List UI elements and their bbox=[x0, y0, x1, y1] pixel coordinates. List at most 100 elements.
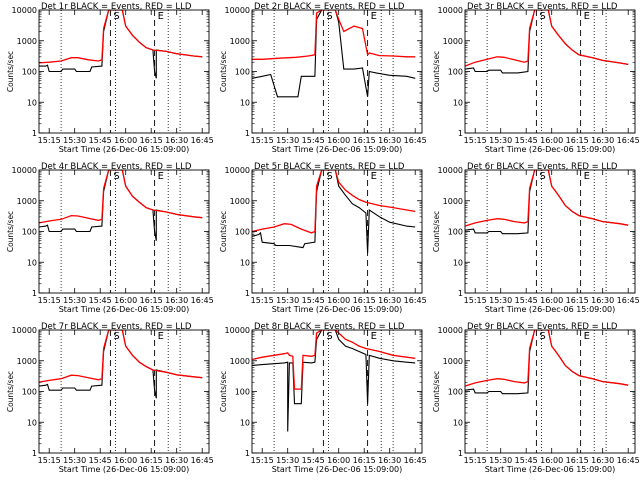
x-tick-label: 16:15 bbox=[140, 296, 163, 305]
x-tick-label: 16:00 bbox=[327, 296, 350, 305]
x-tick-label: 16:45 bbox=[617, 296, 640, 305]
x-tick-label: 16:30 bbox=[591, 296, 614, 305]
x-tick-label: 16:15 bbox=[566, 296, 589, 305]
series-lld-line bbox=[39, 10, 203, 64]
x-tick-label: 16:00 bbox=[114, 136, 137, 145]
marker-s: S bbox=[326, 171, 332, 182]
y-axis-label: Counts/sec bbox=[432, 211, 441, 252]
x-tick-label: 16:45 bbox=[191, 136, 214, 145]
y-tick-label: 10 bbox=[240, 98, 250, 107]
y-tick-label: 1 bbox=[245, 449, 250, 458]
y-tick-label: 100 bbox=[235, 228, 250, 237]
x-tick-label: 15:30 bbox=[276, 296, 299, 305]
axes-box bbox=[251, 329, 423, 454]
y-tick-label: 1 bbox=[458, 289, 463, 298]
series-lld-line bbox=[465, 10, 629, 67]
y-tick-label: 100 bbox=[235, 68, 250, 77]
x-tick-label: 16:30 bbox=[591, 456, 614, 465]
y-tick-label: 1 bbox=[245, 289, 250, 298]
series-lld-line bbox=[465, 170, 629, 227]
x-tick-label: 16:15 bbox=[140, 456, 163, 465]
x-axis-label: Start Time (26-Dec-06 15:09:00) bbox=[272, 145, 403, 154]
y-axis-label: Counts/sec bbox=[6, 51, 15, 92]
series-events-line bbox=[252, 10, 416, 98]
series-lld-line bbox=[252, 170, 416, 234]
series-lld-line bbox=[465, 330, 629, 387]
marker-s: S bbox=[113, 331, 119, 342]
x-tick-label: 15:15 bbox=[464, 136, 487, 145]
y-tick-label: 10000 bbox=[225, 6, 250, 15]
x-tick-label: 15:30 bbox=[276, 136, 299, 145]
series-lld-line bbox=[39, 330, 203, 383]
series-events-line bbox=[252, 170, 416, 254]
x-axis-label: Start Time (26-Dec-06 15:09:00) bbox=[59, 465, 190, 474]
x-tick-label: 16:45 bbox=[617, 456, 640, 465]
y-axis-label: Counts/sec bbox=[6, 211, 15, 252]
marker-s: S bbox=[326, 11, 332, 22]
y-tick-label: 10 bbox=[453, 258, 463, 267]
x-tick-label: 16:30 bbox=[378, 456, 401, 465]
x-tick-label: 15:45 bbox=[89, 136, 112, 145]
y-tick-label: 1 bbox=[245, 129, 250, 138]
x-axis-label: Start Time (26-Dec-06 15:09:00) bbox=[485, 465, 616, 474]
series-events-line bbox=[39, 330, 203, 399]
series-events-line bbox=[465, 330, 629, 395]
marker-e: E bbox=[371, 331, 377, 342]
x-tick-label: 15:30 bbox=[63, 456, 86, 465]
x-tick-label: 15:45 bbox=[89, 296, 112, 305]
x-axis-label: Start Time (26-Dec-06 15:09:00) bbox=[272, 305, 403, 314]
x-tick-label: 16:45 bbox=[404, 456, 427, 465]
y-axis-label: Counts/sec bbox=[219, 51, 228, 92]
y-tick-label: 10000 bbox=[438, 6, 463, 15]
y-tick-label: 10000 bbox=[438, 326, 463, 335]
x-tick-label: 16:45 bbox=[191, 456, 214, 465]
x-tick-label: 16:30 bbox=[165, 456, 188, 465]
x-tick-label: 16:45 bbox=[404, 296, 427, 305]
x-tick-label: 16:00 bbox=[114, 296, 137, 305]
x-tick-label: 16:30 bbox=[165, 136, 188, 145]
x-axis-label: Start Time (26-Dec-06 15:09:00) bbox=[59, 145, 190, 154]
panel-title: Det 2r BLACK = Events, RED = LLD bbox=[254, 2, 405, 12]
panel-title: Det 7r BLACK = Events, RED = LLD bbox=[41, 322, 192, 332]
y-tick-label: 100 bbox=[22, 388, 37, 397]
x-tick-label: 16:45 bbox=[191, 296, 214, 305]
marker-s: S bbox=[539, 331, 545, 342]
y-tick-label: 10 bbox=[240, 418, 250, 427]
series-events-line bbox=[465, 10, 629, 74]
x-tick-label: 16:30 bbox=[378, 296, 401, 305]
x-tick-label: 16:45 bbox=[404, 136, 427, 145]
x-tick-label: 15:15 bbox=[251, 296, 274, 305]
y-tick-label: 10000 bbox=[12, 6, 37, 15]
x-axis-label: Start Time (26-Dec-06 15:09:00) bbox=[272, 465, 403, 474]
x-tick-label: 15:30 bbox=[276, 456, 299, 465]
y-tick-label: 10000 bbox=[225, 326, 250, 335]
x-tick-label: 15:30 bbox=[63, 296, 86, 305]
y-tick-label: 1 bbox=[458, 129, 463, 138]
axes-box bbox=[464, 9, 636, 134]
x-tick-label: 15:30 bbox=[489, 136, 512, 145]
marker-e: E bbox=[158, 11, 164, 22]
marker-s: S bbox=[113, 11, 119, 22]
x-tick-label: 15:30 bbox=[63, 136, 86, 145]
x-tick-label: 16:00 bbox=[327, 456, 350, 465]
x-tick-label: 16:15 bbox=[566, 456, 589, 465]
x-axis-label: Start Time (26-Dec-06 15:09:00) bbox=[485, 145, 616, 154]
marker-s: S bbox=[326, 331, 332, 342]
axes-box bbox=[251, 9, 423, 134]
panel-title: Det 8r BLACK = Events, RED = LLD bbox=[254, 322, 405, 332]
y-tick-label: 1000 bbox=[17, 37, 37, 46]
x-tick-label: 15:45 bbox=[515, 456, 538, 465]
marker-e: E bbox=[371, 11, 377, 22]
y-tick-label: 100 bbox=[448, 388, 463, 397]
panel-title: Det 6r BLACK = Events, RED = LLD bbox=[467, 162, 618, 172]
y-tick-label: 1000 bbox=[443, 357, 463, 366]
series-events-line bbox=[465, 170, 629, 235]
marker-e: E bbox=[584, 11, 590, 22]
axes-box bbox=[38, 9, 210, 134]
x-tick-label: 16:30 bbox=[591, 136, 614, 145]
y-tick-label: 1 bbox=[32, 289, 37, 298]
marker-e: E bbox=[158, 171, 164, 182]
